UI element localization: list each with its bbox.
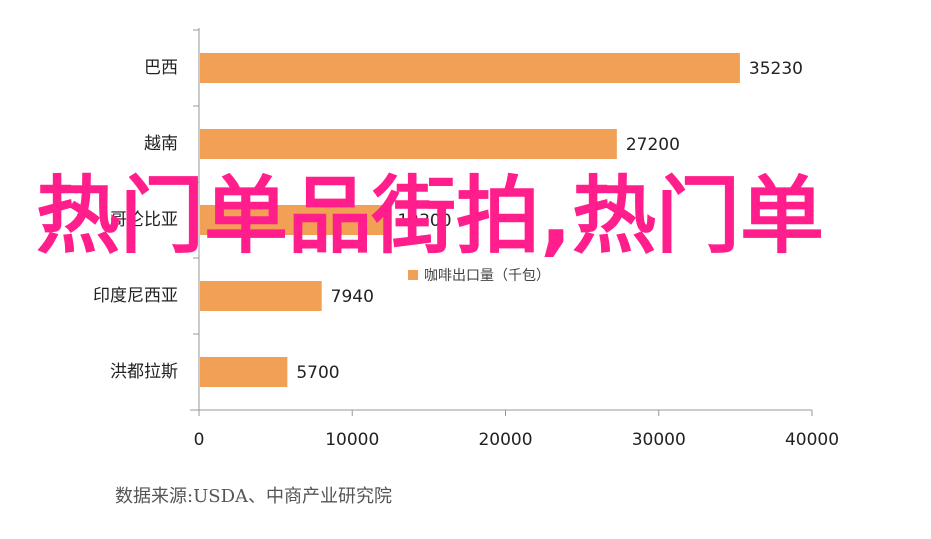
value-label: 35230 xyxy=(749,59,803,79)
legend-label: 咖啡出口量（千包） xyxy=(424,268,550,284)
value-label: 5700 xyxy=(296,363,339,383)
y-tick-label: 巴西 xyxy=(144,58,178,78)
x-tick-label: 10000 xyxy=(325,430,379,450)
value-label: 7940 xyxy=(331,287,374,307)
x-tick-label: 20000 xyxy=(478,430,532,450)
bar xyxy=(200,53,740,83)
y-tick-label: 越南 xyxy=(144,134,178,154)
value-label: 27200 xyxy=(626,135,680,155)
y-tick-label: 印度尼西亚 xyxy=(93,286,178,306)
x-tick-label: 30000 xyxy=(632,430,686,450)
bar xyxy=(200,281,322,311)
value-label: 12300 xyxy=(397,211,451,231)
legend-swatch xyxy=(408,270,418,280)
x-tick-label: 40000 xyxy=(785,430,839,450)
y-tick-label: 哥伦比亚 xyxy=(110,210,178,230)
bar xyxy=(200,205,389,235)
bar xyxy=(200,129,617,159)
source: 数据来源:USDA、中商产业研究院 xyxy=(115,486,392,507)
bar xyxy=(200,357,288,387)
x-tick-label: 0 xyxy=(194,430,205,450)
overlay-text: 热门单品街拍,热门单 xyxy=(36,167,824,265)
y-tick-label: 洪都拉斯 xyxy=(110,362,178,382)
